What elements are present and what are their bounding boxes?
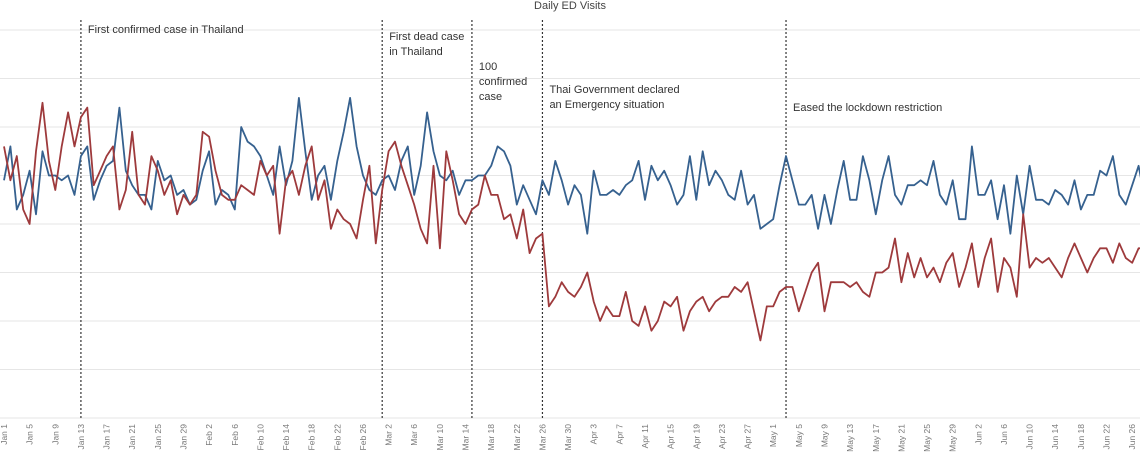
x-tick-label: Mar 18 (486, 424, 496, 451)
annotation-label-line: case (479, 91, 502, 103)
annotation-label-line: Thai Government declared (549, 84, 679, 96)
annotation-label-line: 100 (479, 61, 497, 73)
x-tick-label: May 17 (871, 424, 881, 452)
annotation-label-line: Eased the lockdown restriction (793, 102, 942, 114)
x-tick-label: Mar 26 (537, 424, 547, 451)
chart-title: Daily ED Visits (534, 0, 606, 12)
x-tick-label: Jan 29 (178, 424, 188, 450)
blue-series-line (3, 97, 1140, 235)
x-tick-label: Jan 1 (0, 424, 9, 445)
x-tick-label: May 25 (922, 424, 932, 452)
x-tick-label: Jun 18 (1076, 424, 1086, 450)
x-tick-label: Apr 11 (640, 424, 650, 449)
x-tick-label: Jan 25 (153, 424, 163, 450)
x-tick-label: Jun 10 (1025, 424, 1035, 450)
x-tick-label: Apr 19 (691, 424, 701, 449)
x-tick-label: Apr 7 (614, 424, 624, 445)
x-tick-label: May 29 (948, 424, 958, 452)
x-tick-label: Feb 6 (230, 424, 240, 446)
x-tick-label: May 13 (845, 424, 855, 452)
x-tick-label: Jan 17 (102, 424, 112, 450)
x-tick-label: Apr 15 (666, 424, 676, 449)
x-tick-label: Mar 10 (435, 424, 445, 451)
red-series-line (3, 101, 1140, 342)
annotation-label-line: First confirmed case in Thailand (88, 24, 244, 36)
annotation-label: First confirmed case in Thailand (88, 24, 244, 36)
x-tick-label: Apr 3 (589, 424, 599, 445)
x-tick-label: Jun 6 (999, 424, 1009, 445)
x-tick-label: Jun 2 (973, 424, 983, 445)
x-tick-label: May 5 (794, 424, 804, 447)
annotation-label: Eased the lockdown restriction (793, 102, 942, 114)
x-tick-label: May 21 (896, 424, 906, 452)
x-tick-label: Mar 22 (512, 424, 522, 451)
x-tick-label: Mar 14 (461, 424, 471, 451)
annotation-label: First dead case in Thailand (389, 31, 464, 58)
annotation-label-line: confirmed (479, 76, 527, 88)
x-tick-label: Feb 14 (281, 424, 291, 451)
annotation-labels: First confirmed case in Thailand First de… (88, 24, 942, 114)
gridlines (0, 29, 1140, 419)
x-tick-label: Jun 26 (1127, 424, 1137, 450)
x-tick-label: Jan 21 (127, 424, 137, 450)
x-tick-label: Feb 18 (307, 424, 317, 451)
annotation-label: Thai Government declared an Emergency sit… (549, 84, 679, 111)
x-axis-tick-labels: Jan 1 Jan 5 Jan 9 Jan 13 Jan 17 Jan 21 Jan 25 J… (0, 424, 1137, 452)
x-tick-label: Jan 5 (25, 424, 35, 445)
series-lines (3, 97, 1140, 342)
x-tick-label: Mar 30 (563, 424, 573, 451)
x-tick-label: Feb 26 (358, 424, 368, 451)
annotation-label-line: First dead case (389, 31, 464, 43)
x-tick-label: Jun 22 (1102, 424, 1112, 450)
x-tick-label: Jan 9 (50, 424, 60, 445)
x-tick-label: Apr 27 (743, 424, 753, 449)
annotation-label: 100 confirmed case (479, 61, 527, 103)
annotation-label-line: in Thailand (389, 46, 443, 58)
x-tick-label: Feb 22 (332, 424, 342, 451)
x-tick-label: May 1 (768, 424, 778, 447)
x-tick-label: Apr 23 (717, 424, 727, 449)
x-tick-label: May 9 (819, 424, 829, 447)
annotation-label-line: an Emergency situation (549, 99, 664, 111)
x-tick-label: Jan 13 (76, 424, 86, 450)
x-tick-label: Mar 2 (384, 424, 394, 446)
x-tick-label: Jun 14 (1050, 424, 1060, 450)
x-tick-label: Mar 6 (409, 424, 419, 446)
annotation-lines (80, 20, 787, 418)
x-tick-label: Feb 2 (204, 424, 214, 446)
x-tick-label: Feb 10 (255, 424, 265, 451)
